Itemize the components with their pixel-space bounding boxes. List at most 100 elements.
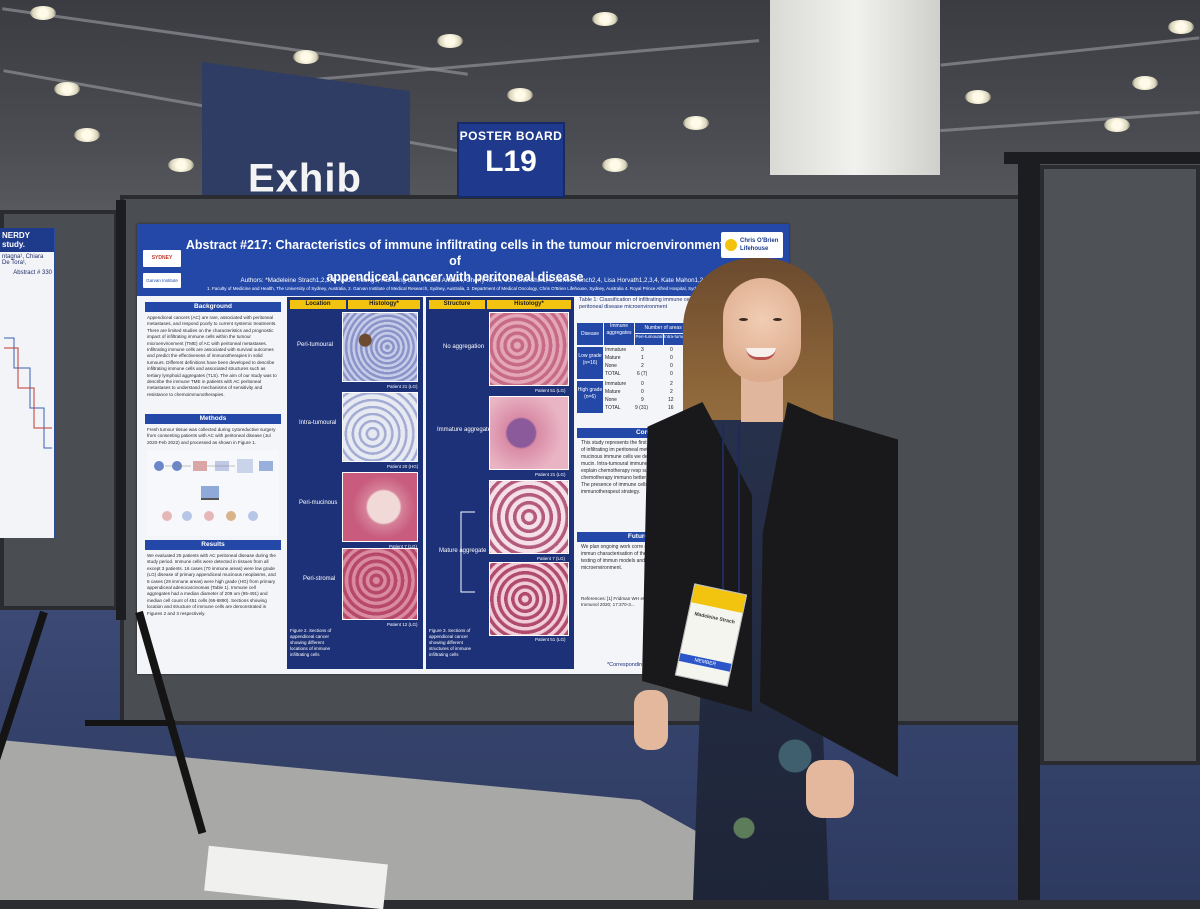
neighbour-poster-title: NERDY study.: [0, 228, 54, 252]
neighbour-poster-abstract: Abstract # 330: [13, 270, 52, 276]
table-cell: 1: [641, 355, 644, 361]
table-cell: 12: [668, 397, 674, 403]
ceiling-light: [602, 158, 628, 172]
lifehouse-logo: Chris O'Brien Lifehouse: [721, 232, 783, 258]
table-cell: Immature: [605, 347, 627, 353]
table-cell: None: [605, 363, 617, 369]
ceiling-light: [1168, 20, 1194, 34]
histology-image: [489, 480, 569, 554]
university-sydney-logo: SYDNEY: [143, 250, 181, 267]
presenter-right-hand: [806, 760, 854, 818]
ceiling-truss: [940, 110, 1200, 133]
ceiling-light: [54, 82, 80, 96]
poster-title-line-1: Abstract #217: Characteristics of immune…: [185, 238, 725, 268]
table-header-cell: Number of areas with i (% of: [635, 323, 717, 333]
histology-caption: Patient 21 (LG): [535, 472, 566, 477]
histology-caption: Patient 21 (LG): [387, 384, 418, 389]
board-post: [1018, 160, 1040, 900]
ceiling-truss: [2, 7, 468, 76]
ceiling-truss: [940, 36, 1200, 67]
board-frame-top: [1004, 152, 1200, 164]
table-cell: 2: [670, 389, 673, 395]
location-label: Peri-stromal: [303, 576, 336, 582]
board-post: [116, 200, 126, 620]
table-cell: 6 (7): [637, 371, 648, 377]
poster-header: Abstract #217: Characteristics of immune…: [137, 224, 789, 296]
lifehouse-logo-line-1: Chris O'Brien: [740, 238, 779, 244]
ceiling-light: [30, 6, 56, 20]
ceiling-light: [1104, 118, 1130, 132]
table-group-label: High grade (n=6): [577, 381, 603, 413]
table-cell: Immature: [605, 381, 627, 387]
neighbour-poster-authors: ntagna¹, Chiara De Tora¹,: [2, 254, 44, 266]
histology-caption: Patient 7 (LG): [389, 544, 418, 549]
ceiling-light: [293, 50, 319, 64]
table-cell: 16: [668, 405, 674, 411]
ceiling-light: [507, 88, 533, 102]
badge-name: Madeleine Strach: [693, 611, 736, 626]
table-cell: 9: [641, 397, 644, 403]
future-directions-text: We plan ongoing work corre outcomes alon…: [581, 544, 690, 571]
table-header-cell: Intra-tumoural: [664, 334, 692, 345]
sun-icon: [725, 239, 737, 251]
histology-heading: Histology*: [348, 300, 420, 309]
lifehouse-logo-line-2: Lifehouse: [740, 246, 769, 252]
table-cell: None: [605, 397, 617, 403]
table-cell: 0: [641, 389, 644, 395]
ceiling-light: [168, 158, 194, 172]
poster-affiliations: 1. Faculty of Medicine and Health, The U…: [207, 286, 724, 291]
ceiling-light: [437, 34, 463, 48]
table-cell: 3: [641, 347, 644, 353]
histology-image: [489, 396, 569, 470]
concrete-pillar: [770, 0, 940, 175]
structure-heading: Structure: [429, 300, 485, 309]
table-group-label: Low grade (n=16): [577, 347, 603, 379]
badge-role: MEMBER: [678, 653, 732, 672]
location-heading: Location: [290, 300, 346, 309]
histology-caption: Patient 7 (LG): [537, 556, 566, 561]
structure-label: No aggregation: [443, 344, 485, 350]
poster-board-label: POSTER BOARD: [459, 129, 563, 143]
table-header-cell: Immune aggregates: [604, 323, 634, 345]
poster-board-sign: POSTER BOARD L19: [457, 122, 565, 198]
methods-flow-diagram: [147, 450, 279, 536]
location-label: Peri-mucinous: [299, 500, 338, 506]
structure-label: Mature aggregate: [439, 548, 487, 554]
table-cell: 0: [670, 371, 673, 377]
conclusions-heading: Conclu: [577, 428, 717, 438]
presenter-left-hand: [634, 690, 668, 750]
table-title: Table 1: Classification of infiltrating …: [579, 297, 713, 310]
table-cell: TOTAL: [605, 371, 621, 377]
presenter-face: [723, 278, 801, 382]
figure-3-caption: Figure 3. Sections of appendiceal cancer…: [429, 628, 472, 657]
figure-2-caption: Figure 2. Sections of appendiceal cancer…: [290, 628, 332, 657]
histology-caption: Patient 20 (HG): [387, 464, 419, 469]
garvan-logo: Garvan Institute: [143, 273, 181, 288]
ceiling-light: [74, 128, 100, 142]
lanyard: [722, 425, 740, 600]
poster-board-number: L19: [485, 145, 537, 178]
structure-label: Immature aggregate: [437, 427, 492, 433]
histology-image: [489, 562, 569, 636]
table-cell: 2: [670, 381, 673, 387]
histology-image: [342, 312, 418, 382]
ceiling-light: [592, 12, 618, 26]
methods-heading: Methods: [145, 414, 281, 424]
histology-caption: Patient 51 (LG): [535, 637, 566, 642]
bracket-icon: [460, 511, 475, 593]
presenter-jacket-right: [760, 402, 898, 777]
histology-caption: Patient 12 (LG): [387, 622, 418, 627]
histology-image: [342, 392, 418, 462]
exhibit-hall-ceiling: [0, 0, 1200, 230]
corresponding-author-note: *Correspondin: [607, 662, 643, 668]
methods-text: Fresh tumour tissue was collected during…: [147, 427, 276, 445]
ceiling-light: [1132, 76, 1158, 90]
research-poster: Abstract #217: Characteristics of immune…: [137, 224, 789, 674]
references-text: References: [1] Fridman WH et al. N... a…: [581, 596, 683, 608]
table-cell: 0: [670, 355, 673, 361]
location-label: Intra-tumoural: [299, 420, 337, 426]
poster-title-line-2: appendiceal cancer with peritoneal disea…: [326, 270, 584, 284]
histology-image: [342, 548, 418, 620]
poster-title: Abstract #217: Characteristics of immune…: [185, 237, 725, 285]
histology-image: [489, 312, 569, 386]
